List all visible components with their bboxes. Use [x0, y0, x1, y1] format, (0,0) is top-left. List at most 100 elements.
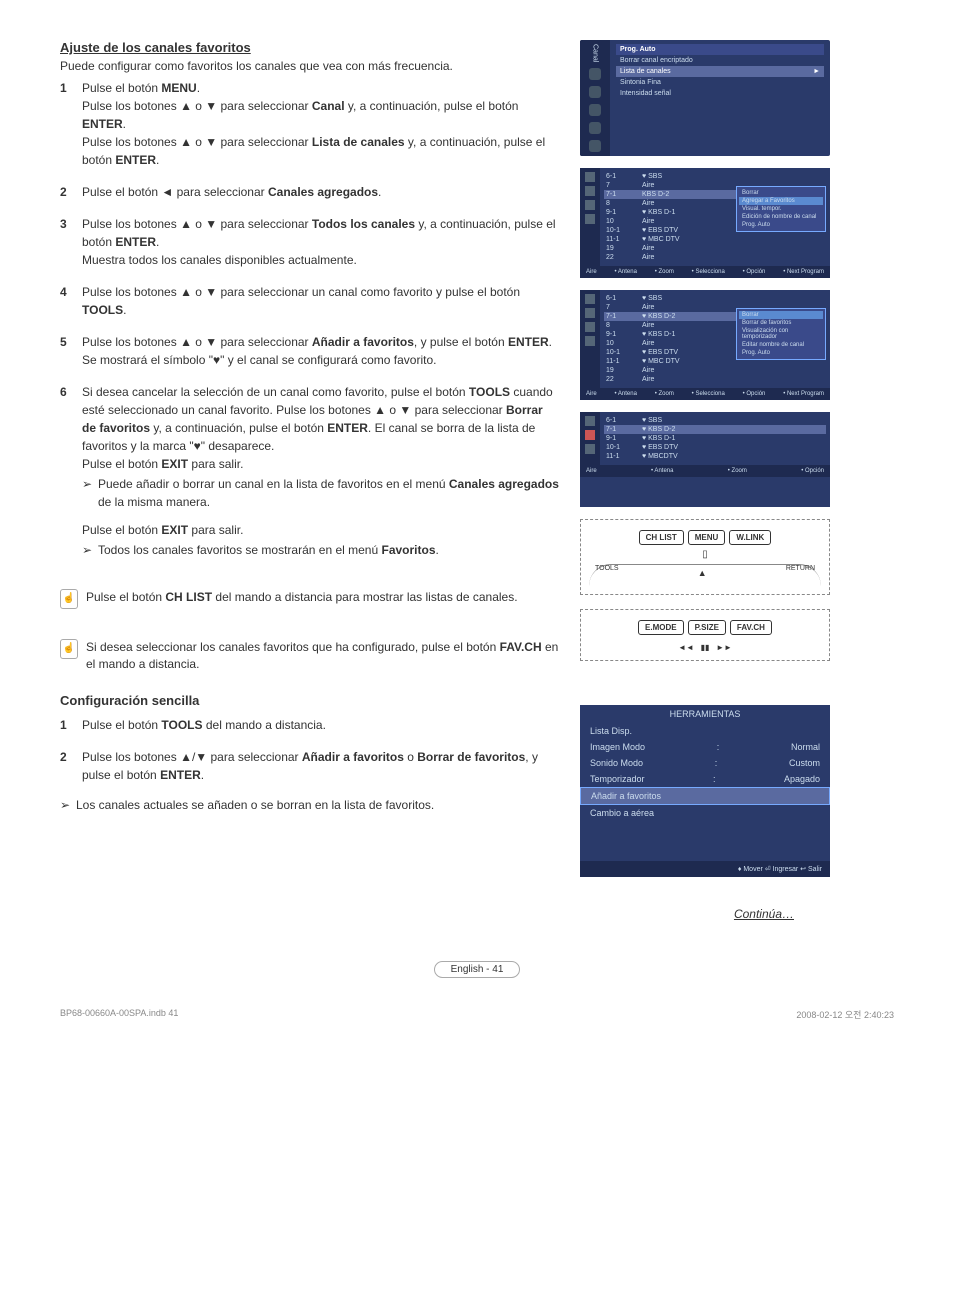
step-note: Puede añadir o borrar un canal en la lis… — [82, 475, 560, 511]
continue-label: Continúa… — [60, 907, 894, 921]
osd-footer: Aire• Antena• Zoom• Opción — [580, 465, 830, 477]
tab-icon — [589, 104, 601, 116]
tools-row[interactable]: Sonido Modo:Custom — [580, 755, 830, 771]
remote-button[interactable]: FAV.CH — [730, 620, 772, 635]
step-body: Si desea cancelar la selección de un can… — [82, 383, 560, 559]
channel-row[interactable]: 7-1♥ KBS D-2 — [604, 425, 826, 434]
step-body: Pulse el botón ◄ para seleccionar Canale… — [82, 183, 560, 201]
remote-button[interactable]: P.SIZE — [688, 620, 726, 635]
step-item: 6Si desea cancelar la selección de un ca… — [60, 383, 560, 559]
step-body: Pulse los botones ▲/▼ para seleccionar A… — [82, 748, 560, 784]
remote-button[interactable]: MENU — [688, 530, 726, 545]
section-title: Ajuste de los canales favoritos — [60, 40, 560, 55]
list-category-tabs — [580, 412, 600, 465]
list-category-tabs — [580, 290, 600, 388]
osd-menu-items: Prog. AutoBorrar canal encriptadoLista d… — [610, 40, 830, 156]
step-after: Pulse el botón EXIT para salir. — [82, 521, 560, 539]
simple-note: Los canales actuales se añaden o se borr… — [60, 798, 560, 812]
channel-row[interactable]: 9-1♥ KBS D-1 — [604, 434, 826, 443]
step-number: 2 — [60, 183, 82, 201]
popup-item[interactable]: Visual. tempor. — [739, 205, 823, 213]
print-timestamp: 2008-02-12 오전 2:40:23 — [796, 1008, 894, 1021]
context-popup: BorrarBorrar de favoritosVisualización c… — [736, 308, 826, 360]
osd-menu-item[interactable]: Sintonia Fina — [616, 77, 824, 88]
popup-item[interactable]: Prog. Auto — [739, 221, 823, 229]
step-body: Pulse los botones ▲ o ▼ para seleccionar… — [82, 283, 560, 319]
step-number: 5 — [60, 333, 82, 369]
popup-item[interactable]: Edición de nombre de canal — [739, 213, 823, 221]
channel-row[interactable]: 19Aire — [604, 366, 826, 375]
popup-item[interactable]: Borrar — [739, 311, 823, 319]
remote-arc: TOOLS ▲ RETURN — [589, 564, 821, 586]
tip-text: Si desea seleccionar los canales favorit… — [86, 639, 560, 673]
tools-row[interactable]: Cambio a aérea — [580, 805, 830, 821]
osd-menu-item[interactable]: Borrar canal encriptado — [616, 55, 824, 66]
popup-item[interactable]: Editar nombre de canal — [739, 341, 823, 349]
category-icon — [585, 336, 595, 346]
tab-icon — [589, 140, 601, 152]
channel-row[interactable]: 22Aire — [604, 375, 826, 384]
channel-row[interactable]: 10-1♥ EBS DTV — [604, 443, 826, 452]
channel-rows: 6-1♥ SBS7-1♥ KBS D-29-1♥ KBS D-110-1♥ EB… — [600, 412, 830, 465]
step-body: Pulse el botón TOOLS del mando a distanc… — [82, 716, 560, 734]
tools-osd: HERRAMIENTAS Lista Disp.Imagen Modo:Norm… — [580, 705, 830, 877]
remote-button[interactable]: CH LIST — [639, 530, 684, 545]
popup-item[interactable]: Borrar de favoritos — [739, 319, 823, 327]
category-icon — [585, 444, 595, 454]
remote-diagram-top: CH LISTMENUW.LINK ▯ TOOLS ▲ RETURN — [580, 519, 830, 595]
list-category-tabs — [580, 168, 600, 266]
step-note: Todos los canales favoritos se mostrarán… — [82, 541, 560, 559]
file-name: BP68-00660A-00SPA.indb 41 — [60, 1008, 178, 1021]
tab-icon — [589, 68, 601, 80]
popup-item[interactable]: Borrar — [739, 189, 823, 197]
category-icon — [585, 416, 595, 426]
osd-menu-item[interactable]: Prog. Auto — [616, 44, 824, 55]
popup-item[interactable]: Agregar a Favoritos — [739, 197, 823, 205]
step-number: 3 — [60, 215, 82, 269]
print-meta: BP68-00660A-00SPA.indb 41 2008-02-12 오전 … — [60, 1008, 894, 1021]
intro-text: Puede configurar como favoritos los cana… — [60, 59, 560, 73]
osd-channel-list-add: 6-1♥ SBS7Aire7-1KBS D-28Aire9-1♥ KBS D-1… — [580, 168, 830, 278]
tab-icon — [589, 122, 601, 134]
category-icon — [585, 294, 595, 304]
step-item: 4Pulse los botones ▲ o ▼ para selecciona… — [60, 283, 560, 319]
tab-icon — [589, 86, 601, 98]
remote-button[interactable]: W.LINK — [729, 530, 771, 545]
osd-footer: Aire• Antena• Zoom• Selecciona• Opción• … — [580, 388, 830, 400]
tools-footer: ♦ Mover ⏎ Ingresar ↩ Salir — [580, 861, 830, 877]
page-footer: English - 41 — [60, 961, 894, 978]
channel-row[interactable]: 6-1♥ SBS — [604, 172, 826, 181]
step-item: 3Pulse los botones ▲ o ▼ para selecciona… — [60, 215, 560, 269]
remote-button[interactable]: E.MODE — [638, 620, 684, 635]
hand-icon: ☝ — [60, 639, 78, 659]
osd-menu-item[interactable]: Intensidad señal — [616, 88, 824, 99]
hand-icon: ☝ — [60, 589, 78, 609]
category-icon — [585, 308, 595, 318]
steps-list: 1Pulse el botón MENU.Pulse los botones ▲… — [60, 79, 560, 559]
popup-item[interactable]: Prog. Auto — [739, 349, 823, 357]
tools-row[interactable]: Añadir a favoritos — [580, 787, 830, 805]
osd-favorites-list: 6-1♥ SBS7-1♥ KBS D-29-1♥ KBS D-110-1♥ EB… — [580, 412, 830, 507]
tools-row[interactable]: Imagen Modo:Normal — [580, 739, 830, 755]
channel-row[interactable]: 6-1♥ SBS — [604, 294, 826, 303]
category-icon — [585, 186, 595, 196]
osd-channel-list-del: 6-1♥ SBS7Aire7-1♥ KBS D-28Aire9-1♥ KBS D… — [580, 290, 830, 400]
remote-button-row: E.MODE P.SIZE FAV.CH — [589, 618, 821, 637]
tools-row[interactable]: Lista Disp. — [580, 723, 830, 739]
step-item: 1Pulse el botón TOOLS del mando a distan… — [60, 716, 560, 734]
channel-row[interactable]: 19Aire — [604, 244, 826, 253]
step-item: 5Pulse los botones ▲ o ▼ para selecciona… — [60, 333, 560, 369]
page-number-pill: English - 41 — [434, 961, 521, 978]
popup-item[interactable]: Visualización con temporizador — [739, 327, 823, 341]
channel-row[interactable]: 22Aire — [604, 253, 826, 262]
tools-row[interactable]: Temporizador:Apagado — [580, 771, 830, 787]
osd-menu-item[interactable]: Lista de canales► — [616, 66, 824, 77]
channel-row[interactable]: 11-1♥ MBC DTV — [604, 235, 826, 244]
simple-steps-list: 1Pulse el botón TOOLS del mando a distan… — [60, 716, 560, 784]
simple-config-title: Configuración sencilla — [60, 693, 560, 708]
step-number: 1 — [60, 716, 82, 734]
step-item: 1Pulse el botón MENU.Pulse los botones ▲… — [60, 79, 560, 169]
tab-canal-label: Canal — [592, 44, 599, 62]
channel-row[interactable]: 11-1♥ MBCDTV — [604, 452, 826, 461]
channel-row[interactable]: 6-1♥ SBS — [604, 416, 826, 425]
